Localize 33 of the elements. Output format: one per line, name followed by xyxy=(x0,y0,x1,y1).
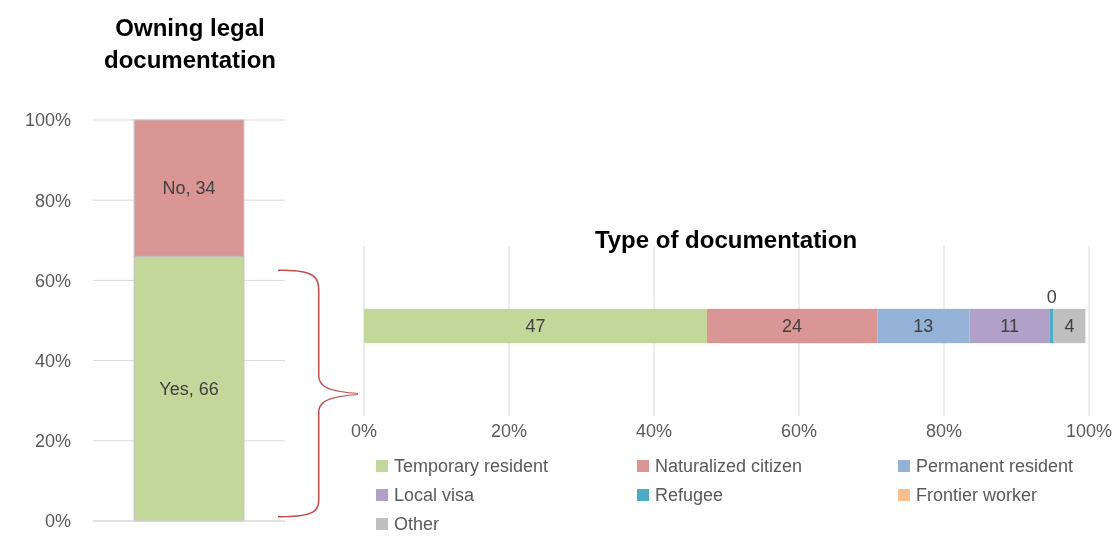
chart-title: Type of documentation xyxy=(594,226,858,253)
legend-label: Refugee xyxy=(655,485,724,506)
legend-label: Other xyxy=(394,514,440,535)
y-tick-label: 0% xyxy=(44,511,71,532)
bar xyxy=(364,308,707,344)
data-label: 11 xyxy=(1000,316,1019,337)
legend-label: Permanent resident xyxy=(916,456,1074,477)
y-tick-label: 100% xyxy=(24,110,71,131)
y-tick-label: 60% xyxy=(34,270,71,291)
x-tick-label: 40% xyxy=(635,421,673,441)
legend-label: Naturalized citizen xyxy=(655,456,803,477)
x-tick-label: 80% xyxy=(925,421,963,441)
data-label: 13 xyxy=(913,316,934,337)
data-label: 0 xyxy=(1046,287,1057,308)
x-tick-label: 0% xyxy=(350,421,378,441)
x-tick-label: 20% xyxy=(490,421,528,441)
legend-label: Frontier worker xyxy=(916,485,1038,506)
y-tick-label: 40% xyxy=(34,350,71,371)
bar xyxy=(877,308,970,344)
bar xyxy=(969,308,1050,344)
x-tick-label: 100% xyxy=(1065,421,1113,441)
bar xyxy=(1053,308,1086,344)
chart-title: Owning legal documentation xyxy=(104,14,276,73)
data-label: Yes, 66 xyxy=(159,378,219,399)
x-tick-label: 60% xyxy=(780,421,818,441)
legend-label: Temporary resident xyxy=(394,456,549,477)
bar xyxy=(706,308,878,344)
y-tick-label: 80% xyxy=(34,190,71,211)
legend-label: Local visa xyxy=(394,485,476,506)
data-label: No, 34 xyxy=(162,178,216,199)
data-label: 47 xyxy=(525,316,546,337)
data-label: 24 xyxy=(782,316,803,337)
data-label: 4 xyxy=(1064,316,1075,337)
